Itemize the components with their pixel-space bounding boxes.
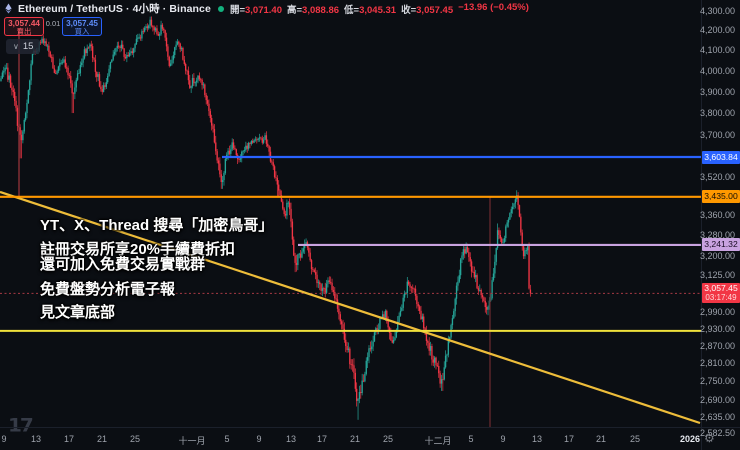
buy-price: 3,057.45 xyxy=(66,19,98,28)
time-tick: 2026 xyxy=(679,434,701,444)
spread-value: 0.01 xyxy=(45,19,61,28)
promo-text-line-1: YT、X、Thread 搜尋「加密鳥哥」 xyxy=(40,217,274,234)
price-tick: 3,280.00 xyxy=(699,230,735,241)
price-tick: 4,300.00 xyxy=(699,5,735,16)
price-tick: 2,810.00 xyxy=(699,358,735,369)
bar-countdown: 03:17:49 xyxy=(705,293,737,303)
time-axis-border xyxy=(0,427,740,428)
time-tick: 17 xyxy=(316,434,328,444)
buy-button[interactable]: 3,057.45 買入 xyxy=(62,17,102,36)
time-tick: 25 xyxy=(629,434,641,444)
time-tick: 21 xyxy=(96,434,108,444)
time-tick: 十一月 xyxy=(178,436,206,446)
price-axis[interactable]: 4,300.00 4,200.00 4,100.00 4,000.00 3,900.00… xyxy=(699,0,740,439)
price-tick: 2,635.00 xyxy=(699,411,735,422)
drawings-layer xyxy=(0,28,701,427)
price-tick: 3,700.00 xyxy=(699,130,735,141)
price-axis-border xyxy=(701,0,702,450)
price-tick: 3,360.00 xyxy=(699,210,735,221)
chevron-down-icon: ∨ xyxy=(13,42,19,51)
time-tick: 5 xyxy=(468,434,474,444)
change-value: −13.96 (−0.45%) xyxy=(458,1,529,13)
close-value: 3,057.45 xyxy=(416,4,454,16)
trend-lines-svg xyxy=(0,28,701,427)
price-tick: 3,800.00 xyxy=(699,108,735,119)
interval-value: 15 xyxy=(22,41,34,52)
price-tick: 3,520.00 xyxy=(699,171,735,182)
time-tick: 5 xyxy=(224,434,230,444)
time-tick: 13 xyxy=(30,434,42,444)
price-tick: 2,690.00 xyxy=(699,394,735,405)
interval-countdown-button[interactable]: ∨ 15 xyxy=(6,39,41,54)
gear-icon[interactable]: ⚙ xyxy=(704,431,715,445)
price-tick: 2,582.50 xyxy=(699,428,735,439)
last-price-value: 3,057.45 xyxy=(704,283,738,294)
time-tick: 13 xyxy=(285,434,297,444)
promo-text-line-4: 免費盤勢分析電子報 xyxy=(40,281,176,298)
time-tick: 17 xyxy=(563,434,575,444)
time-tick: 13 xyxy=(531,434,543,444)
low-value: 3,045.31 xyxy=(359,4,397,16)
time-tick: 21 xyxy=(595,434,607,444)
time-tick: 9 xyxy=(1,434,7,444)
time-tick: 25 xyxy=(382,434,394,444)
time-tick: 十二月 xyxy=(424,436,452,446)
last-price-label: 3,057.45 03:17:49 xyxy=(702,283,740,304)
ethereum-icon xyxy=(5,3,12,14)
price-tick: 2,930.00 xyxy=(699,323,735,334)
buy-label: 買入 xyxy=(74,27,90,36)
price-tick: 4,100.00 xyxy=(699,45,735,56)
promo-text-line-2: 註冊交易所享20%手續費折扣 xyxy=(40,241,236,258)
time-tick: 9 xyxy=(500,434,506,444)
price-tick: 3,125.00 xyxy=(699,270,735,281)
price-tick: 4,000.00 xyxy=(699,65,735,76)
price-tick: 3,900.00 xyxy=(699,86,735,97)
tradingview-watermark[interactable]: 17 xyxy=(8,413,34,437)
sell-price: 3,057.44 xyxy=(8,19,40,28)
market-open-dot xyxy=(217,5,224,12)
price-tick: 2,870.00 xyxy=(699,340,735,351)
high-value: 3,088.86 xyxy=(302,4,340,16)
price-tick: 2,750.00 xyxy=(699,376,735,387)
symbol-title[interactable]: Ethereum / TetherUS · 4小時 · Binance xyxy=(18,3,211,15)
sell-label: 賣出 xyxy=(16,27,32,36)
time-axis[interactable]: 9 13 17 21 25 十一月 5 9 13 17 21 25 十二月 5 9 13 17 21 25 2026 xyxy=(0,428,740,450)
price-tick: 4,200.00 xyxy=(699,25,735,36)
price-label-orange-line: 3,435.00 xyxy=(702,190,740,204)
promo-text-line-5: 見文章底部 xyxy=(40,304,116,321)
price-label-purple-line: 3,241.32 xyxy=(702,238,740,252)
sell-button[interactable]: 3,057.44 賣出 xyxy=(4,17,44,36)
time-tick: 17 xyxy=(63,434,75,444)
descending-trendline[interactable] xyxy=(0,190,701,425)
price-label-blue-line: 3,603.84 xyxy=(702,150,740,164)
time-tick: 9 xyxy=(256,434,262,444)
price-tick: 3,200.00 xyxy=(699,250,735,261)
time-tick: 25 xyxy=(129,434,141,444)
promo-text-line-3: 還可加入免費交易實戰群 xyxy=(40,256,206,273)
time-tick: 21 xyxy=(349,434,361,444)
open-value: 3,071.40 xyxy=(245,4,282,16)
ohlc-readout: 開=3,071.40 高=3,088.86 低=3,045.31 收=3,057… xyxy=(229,1,529,16)
price-tick: 2,990.00 xyxy=(699,306,735,317)
